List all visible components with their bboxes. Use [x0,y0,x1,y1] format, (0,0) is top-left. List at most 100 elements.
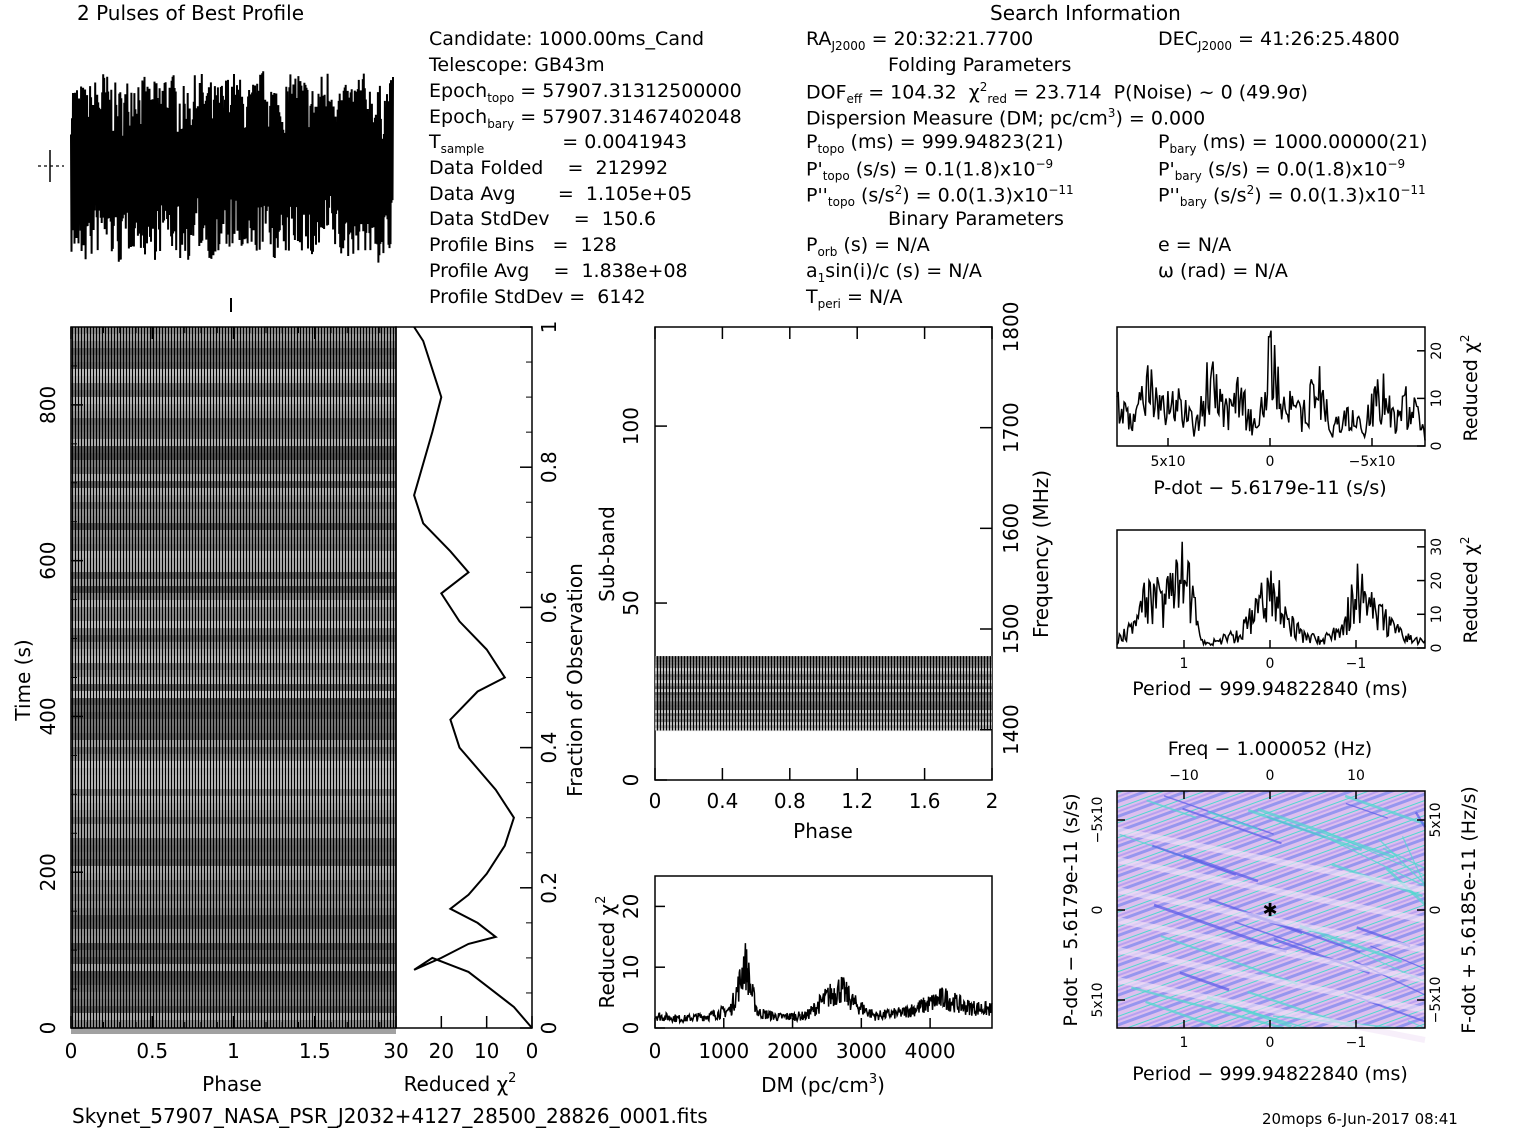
dm-ylabel: Reduced χ2 [594,896,619,1009]
binary-title: Binary Parameters [888,208,1064,230]
time-phase-ytick: 800 [36,386,60,424]
chi2-fraction-xlabel: Reduced χ2 [404,1071,517,1096]
pddtopo-label: (s/s [860,184,895,207]
chi2-fraction-xtick: 0 [526,1039,539,1063]
filename-footer: Skynet_57907_NASA_PSR_J2032+4127_28500_2… [72,1104,708,1128]
dm-line [654,943,993,1025]
epoch-bary-line: Epochbary = 57907.31467402048 [429,106,742,131]
pdbary-value: (s/s) = 0.0(1.8)x10 [1207,158,1388,181]
chi2-fraction-ylabel: Fraction of Observation [563,563,587,797]
frequency-ytick: 1400 [999,704,1023,755]
dm-panel: 0 1000 2000 3000 4000 0 10 20 DM (pc/cm3) Reduc… [594,875,993,1097]
tperi-value: = N/A [846,286,903,308]
chi2-fraction-panel: 30 20 10 0 0 0.2 0.4 0.6 0.8 1 Reduced χ2 Fractio… [383,321,587,1096]
pp-plane-xtick: 1 [1180,1035,1189,1051]
chi2-fraction-xtick: 30 [383,1039,408,1063]
search-title: Search Information [990,1,1181,25]
pdtopo-line: P'topo (s/s) = 0.1(1.8)x10−9 [806,157,1054,184]
pp-plane-y2label: F-dot + 5.6185e-11 (Hz/s) [1458,786,1480,1034]
period-xlabel: Period − 999.94822840 (ms) [1132,678,1408,700]
dm-xtick: 2000 [767,1039,818,1063]
subband-ytick: 50 [619,590,643,615]
frequency-ytick: 1600 [999,503,1023,554]
chi2-fraction-ytick: 0 [537,1022,561,1035]
pdot-xlabel: P-dot − 5.6179e-11 (s/s) [1153,477,1386,499]
chi2-fraction-ytick: 0.4 [537,732,561,764]
frequency-ylabel: Frequency (MHz) [1029,470,1053,638]
pdbary-line: P'bary (s/s) = 0.0(1.8)x10−9 [1158,157,1406,184]
frequency-ytick: 1800 [999,302,1023,353]
a1-value: sin(i)/c (s) = N/A [825,260,982,282]
pdot-xtick: 5x10 [1150,454,1185,470]
dec-value: = 41:26:25.4800 [1238,28,1400,50]
time-phase-ytick: 0 [36,1022,60,1035]
pdot-ytick: 10 [1429,389,1445,407]
folding-title: Folding Parameters [888,54,1072,76]
pddbary-value: ) = 0.0(1.3)x10 [1254,184,1401,207]
pbary-line: Pbary (ms) = 1000.00000(21) [1158,131,1428,156]
profile-bins-line: Profile Bins = 128 [429,234,617,256]
dm-ytick: 0 [619,1022,643,1035]
chi2-fraction-xtick: 20 [429,1039,454,1063]
period-ylabel: Reduced χ2 [1458,537,1482,644]
pddbary-line: P''bary (s/s2) = 0.0(1.3)x10−11 [1158,183,1426,210]
epoch-topo-line: Epochtopo = 57907.31312500000 [429,80,742,105]
pp-plane-y2tick: −5x10 [1428,977,1444,1024]
pp-plane-x2tick: 0 [1266,768,1275,784]
pp-plane-xtick: 0 [1266,1035,1275,1051]
period-ytick: 10 [1429,605,1445,623]
pbary-value: (ms) = 1000.00000(21) [1202,131,1428,153]
chi2-fraction-ytick: 1 [537,321,561,334]
period-xtick: 0 [1266,656,1275,672]
time-phase-ytick: 400 [36,697,60,735]
chi2-fraction-xtick: 10 [474,1039,499,1063]
profile-stddev-line: Profile StdDev = 6142 [429,286,646,308]
candidate-line: Candidate: 1000.00ms_Cand [429,28,705,50]
data-stddev-line: Data StdDev = 150.6 [429,208,657,230]
ra-line: RAJ2000 = 20:32:21.7700 [806,28,1034,53]
chi2-fraction-ytick: 0.8 [537,451,561,483]
pp-plane-title: Freq − 1.000052 (Hz) [1168,738,1372,760]
pddtopo-line: P''topo (s/s2) = 0.0(1.3)x10−11 [806,183,1074,210]
pdot-panel: 5x10 0 −5x10 0 10 20 P-dot − 5.6179e-11 (s/s)… [1116,326,1482,499]
profile-panel [38,71,394,312]
epoch-bary-value: = 57907.31467402048 [520,106,742,128]
data-avg-line: Data Avg = 1.105e+05 [429,183,693,205]
period-line [1116,541,1426,647]
pdot-line [1116,330,1426,441]
a1-line: a1sin(i)/c (s) = N/A [806,260,982,285]
period-xtick: 1 [1180,656,1189,672]
subband-ylabel: Sub-band [595,506,619,602]
dof-line: DOFeff = 104.32 χ2red = 23.714 P(Noise) … [806,80,1308,107]
epoch-topo-value: = 57907.31312500000 [520,80,742,102]
subband-xtick: 1.2 [841,789,873,813]
subband-xtick: 0.4 [706,789,738,813]
time-phase-xtick: 1.5 [299,1039,331,1063]
profile-line [70,71,394,263]
pp-plane-ytick: 0 [1090,906,1106,915]
dm-xtick: 1000 [698,1039,749,1063]
porb-value: (s) = N/A [843,234,930,256]
dm-xtick: 3000 [836,1039,887,1063]
chi2-fraction-line [413,326,533,1029]
dm-value: ) = 0.000 [1115,107,1206,130]
pp-plane-xtick: −1 [1346,1035,1367,1051]
pp-plane-ytick: 5x10 [1090,982,1106,1017]
tsample-value: = 0.0041943 [562,131,687,153]
pddtopo-value: ) = 0.0(1.3)x10 [902,184,1049,207]
dm-xtick: 0 [649,1039,662,1063]
time-phase-heatmap [71,327,396,1028]
profile-title: 2 Pulses of Best Profile [77,1,304,25]
pdot-ytick: 0 [1429,442,1445,451]
pp-plane-x2tick: 10 [1347,768,1365,784]
pp-plane-xlabel: Period − 999.94822840 (ms) [1132,1063,1408,1085]
subband-xtick: 0.8 [774,789,806,813]
pnoise-value: P(Noise) ~ 0 (49.9σ) [1113,81,1308,104]
chi2-fraction-ytick: 0.2 [537,872,561,904]
dm-ytick: 10 [619,954,643,979]
subband-ytick: 100 [619,407,643,445]
tperi-line: Tperi = N/A [806,286,903,311]
